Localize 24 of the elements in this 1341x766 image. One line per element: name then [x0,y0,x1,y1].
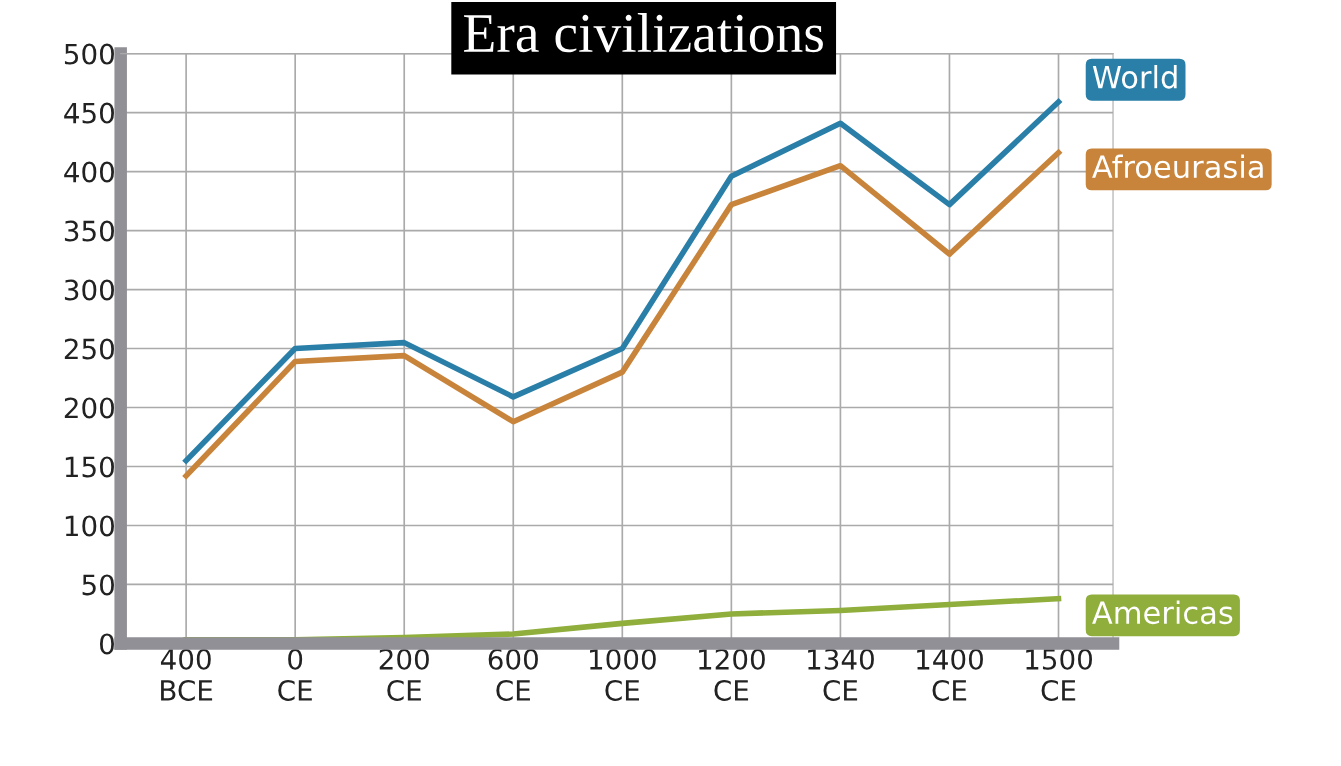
y-tick-label: 200 [64,397,114,419]
y-tick-label: 350 [64,220,114,242]
x-tick-label: 1400 CE [917,648,983,701]
x-tick-label: 400 BCE [160,648,213,701]
x-tick-label: 1340 CE [808,648,874,701]
chart-title: Era civilizations [464,13,823,53]
series-label: World [1092,64,1177,89]
y-tick-label: 250 [64,338,114,360]
y-tick-label: 100 [65,515,114,537]
x-tick-label: 1500 CE [1026,648,1093,701]
y-tick-label: 300 [64,279,114,301]
series-label: Americas [1092,600,1233,625]
y-tick-label: 50 [82,574,114,596]
y-tick-label: 500 [64,43,114,65]
y-tick-label: 400 [64,161,114,183]
x-tick-label: 0 CE [278,648,312,701]
x-tick-label: 1200 CE [699,648,765,701]
x-tick-label: 200 CE [379,648,429,701]
series-label: Afroeurasia [1092,154,1263,179]
y-tick-label: 0 [99,633,114,655]
x-tick-label: 1000 CE [590,648,656,701]
y-tick-label: 150 [65,456,114,478]
x-tick-label: 600 CE [488,648,538,701]
y-tick-label: 450 [64,102,114,124]
